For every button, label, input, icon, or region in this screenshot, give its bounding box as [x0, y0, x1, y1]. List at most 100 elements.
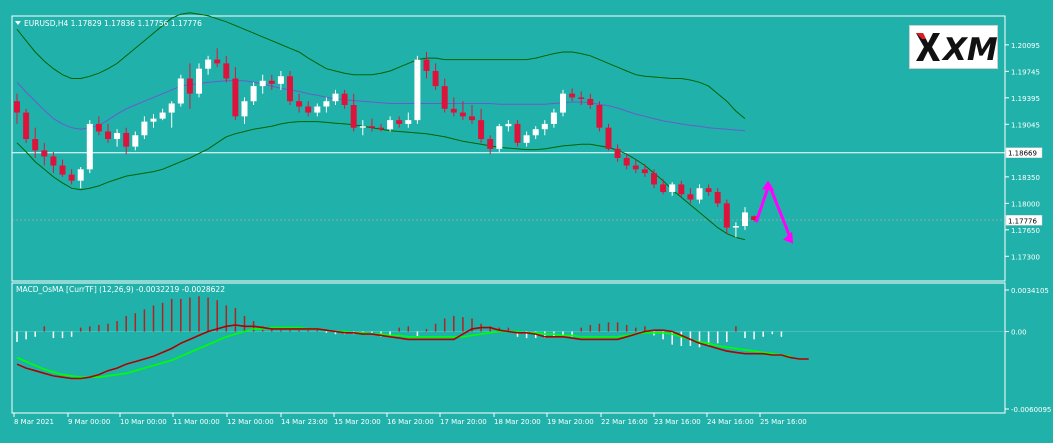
candle-body	[587, 98, 594, 105]
price-axis-label: 1.17776	[1008, 217, 1037, 225]
price-axis-label: 1.18350	[1011, 174, 1040, 182]
symbol-dropdown-icon[interactable]	[15, 21, 21, 25]
candle-body	[105, 131, 111, 140]
candle-body	[578, 97, 585, 99]
candle-body	[541, 123, 548, 130]
time-axis-label: 23 Mar 16:00	[654, 418, 701, 426]
price-plot	[12, 12, 1005, 244]
bollinger-upper-line	[16, 12, 746, 119]
candle-body	[742, 212, 748, 227]
macd-line	[16, 324, 809, 380]
candle-body	[77, 169, 84, 181]
price-axis-label: 1.19045	[1011, 121, 1040, 129]
candle-body	[305, 106, 312, 113]
macd-axis-label: -0.0060095	[1011, 406, 1051, 414]
candle-body	[296, 101, 303, 107]
candle-body	[432, 70, 439, 87]
price-axis-label: 1.19745	[1011, 68, 1040, 76]
candle-body	[678, 184, 685, 195]
candle-body	[396, 120, 403, 124]
candle-body	[241, 101, 248, 117]
candle-body	[614, 148, 621, 158]
candle-body	[496, 126, 503, 149]
candle-body	[605, 127, 612, 149]
candle-body	[687, 194, 694, 200]
price-axis-label: 1.17300	[1011, 253, 1040, 261]
candle-body	[523, 135, 530, 143]
time-axis-label: 19 Mar 20:00	[547, 418, 594, 426]
candle-body	[177, 78, 184, 104]
candle-body	[514, 123, 521, 143]
price-pane-frame	[11, 15, 1006, 282]
candle-body	[332, 93, 339, 102]
candle-body	[414, 59, 421, 121]
candle-body	[632, 165, 639, 170]
axes: 1.20095 1.19745 1.19395 1.19045 1.18669 1.183…	[13, 42, 1051, 426]
candle-body	[450, 108, 457, 113]
candle-body	[359, 126, 366, 128]
time-axis-label: 24 Mar 16:00	[707, 418, 754, 426]
macd-plot	[12, 296, 1005, 380]
candle-body	[660, 184, 667, 192]
candle-body	[641, 169, 648, 174]
candle-body	[469, 116, 475, 121]
candle-body	[323, 101, 330, 107]
time-axis-label: 11 Mar 00:00	[173, 418, 220, 426]
moving-average-line	[16, 80, 746, 132]
price-axis-label: 1.18000	[1011, 200, 1040, 208]
candle-body	[505, 123, 512, 127]
xm-logo: XM	[909, 25, 998, 69]
candle-body	[478, 120, 485, 140]
macd-chart-title: MACD_OsMA [CurrTF] (12,26,9) -0.0032219 …	[16, 285, 225, 294]
candle-body	[459, 112, 466, 117]
price-axis-label: 1.20095	[1011, 42, 1040, 50]
time-axis-label: 15 Mar 20:00	[334, 418, 381, 426]
candle-body	[569, 93, 576, 98]
candle-body	[123, 132, 130, 147]
time-axis-label: 8 Mar 2021	[14, 418, 54, 426]
candle-body	[132, 135, 139, 147]
candle-body	[268, 80, 275, 84]
candle-body	[205, 59, 212, 69]
time-axis-label: 17 Mar 20:00	[440, 418, 487, 426]
candle-body	[651, 173, 657, 185]
candle-body	[14, 101, 20, 113]
candle-body	[168, 103, 175, 113]
candle-body	[287, 76, 293, 102]
candle-body	[487, 139, 494, 149]
time-axis-label: 25 Mar 16:00	[760, 418, 807, 426]
candle-body	[751, 216, 758, 220]
candle-body	[23, 112, 30, 140]
candle-body	[114, 132, 121, 140]
forecast-arrow-down	[767, 183, 793, 241]
candle-body	[368, 126, 375, 128]
price-axis-label-box	[1005, 215, 1043, 226]
price-axis-label: 1.19395	[1011, 95, 1040, 103]
candle-body	[350, 105, 357, 128]
candle-body	[159, 112, 166, 119]
candle-body	[314, 106, 321, 113]
price-axis-label-box	[1005, 147, 1043, 158]
candle-body	[214, 59, 221, 64]
candle-body	[405, 120, 412, 124]
candle-body	[378, 127, 384, 130]
candle-body	[223, 63, 230, 79]
time-axis-label: 16 Mar 20:00	[387, 418, 434, 426]
candle-body	[250, 86, 257, 102]
candle-body	[532, 129, 539, 136]
candle-body	[196, 68, 202, 94]
candle-body	[732, 226, 739, 228]
time-axis-label: 18 Mar 20:00	[494, 418, 541, 426]
candle-body	[696, 188, 703, 200]
candle-body	[341, 93, 348, 105]
price-axis-label: 1.17650	[1011, 227, 1040, 235]
candle-body	[714, 192, 721, 204]
candle-body	[723, 203, 730, 228]
candle-body	[86, 123, 93, 170]
candle-body	[50, 156, 57, 166]
indicator-pane-frame	[11, 282, 1006, 414]
time-axis-label: 12 Mar 00:00	[227, 418, 274, 426]
candle-body	[150, 118, 157, 122]
